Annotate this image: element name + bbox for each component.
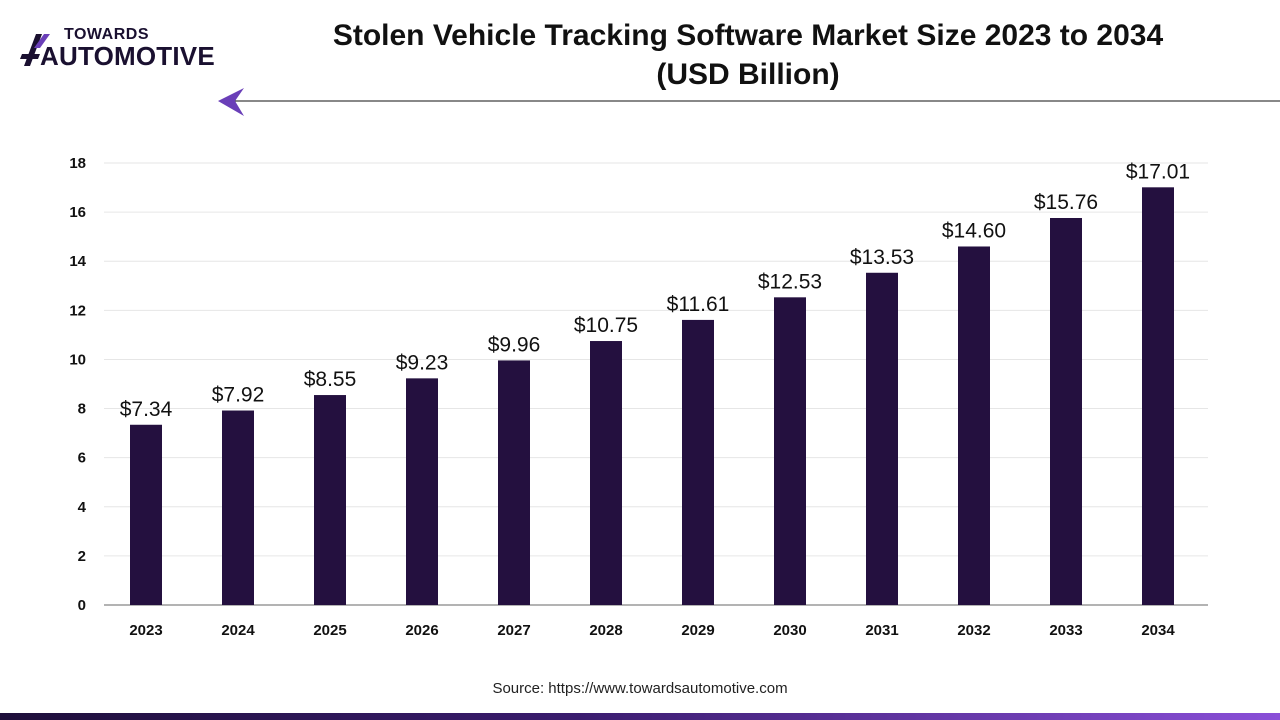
bar-2034	[1142, 187, 1174, 605]
value-label: $13.53	[850, 246, 914, 269]
x-tick-label: 2028	[589, 622, 622, 639]
value-label: $9.96	[488, 333, 541, 356]
x-axis-ticks: 2023 2024 2025 2026 2027 2028 2029 2030 2031 2032…	[129, 622, 1175, 639]
y-tick-label: 16	[69, 204, 86, 221]
bar-2031	[866, 272, 898, 605]
gridlines	[104, 162, 1208, 606]
brand-name-bottom: AUTOMOTIVE	[40, 41, 215, 71]
x-tick-label: 2024	[221, 622, 255, 639]
y-tick-label: 0	[78, 597, 86, 614]
value-label: $8.55	[304, 368, 357, 391]
y-tick-label: 10	[69, 351, 86, 368]
value-label: $10.75	[574, 314, 638, 337]
bar-2024	[222, 410, 254, 605]
bar-chart: 0 2 4 6 8 10 12 14 16 18 2023 2024 2025 2026 2027 2028…	[69, 155, 1208, 639]
bar-2033	[1050, 218, 1082, 605]
bar-2028	[590, 341, 622, 605]
value-label: $7.34	[120, 398, 173, 421]
bar-2032	[958, 246, 990, 605]
value-label: $15.76	[1034, 191, 1098, 214]
value-labels: $7.34 $7.92 $8.55 $9.23 $9.96 $10.75 $11.61 $12…	[120, 160, 1190, 420]
value-label: $11.61	[667, 293, 730, 316]
bar-2026	[406, 378, 438, 605]
value-label: $12.53	[758, 270, 822, 293]
bar-2025	[314, 395, 346, 605]
x-tick-label: 2033	[1049, 622, 1082, 639]
y-tick-label: 12	[69, 302, 86, 319]
y-tick-label: 6	[78, 450, 86, 467]
chart-title: Stolen Vehicle Tracking Software Market …	[290, 16, 1206, 94]
x-tick-label: 2029	[681, 622, 714, 639]
y-tick-label: 18	[69, 155, 86, 172]
y-tick-label: 8	[78, 401, 86, 418]
x-tick-label: 2030	[773, 622, 806, 639]
y-tick-label: 14	[69, 253, 86, 270]
source-note: Source: https://www.towardsautomotive.co…	[492, 680, 788, 697]
x-tick-label: 2026	[405, 622, 438, 639]
y-tick-label: 4	[78, 499, 87, 516]
brand-logo: TOWARDS AUTOMOTIVE	[20, 26, 230, 72]
y-axis-ticks: 0 2 4 6 8 10 12 14 16 18	[69, 155, 86, 614]
chart-title-line-1: Stolen Vehicle Tracking Software Market …	[332, 19, 1164, 52]
x-tick-label: 2027	[497, 622, 530, 639]
arrow-left-icon	[218, 88, 244, 116]
value-label: $7.92	[212, 384, 265, 407]
value-label: $17.01	[1126, 160, 1190, 183]
value-label: $9.23	[396, 351, 449, 374]
logo-mark-icon	[20, 34, 50, 66]
x-tick-label: 2031	[865, 622, 898, 639]
x-tick-label: 2025	[313, 622, 346, 639]
bar-2023	[130, 424, 162, 605]
bar-2029	[682, 319, 714, 605]
y-tick-label: 2	[78, 548, 86, 565]
x-tick-label: 2032	[957, 622, 990, 639]
x-tick-label: 2034	[1141, 622, 1175, 639]
footer-accent-bar	[0, 713, 1280, 720]
chart-title-line-2: (USD Billion)	[656, 58, 840, 91]
bar-2027	[498, 360, 530, 605]
bars	[130, 187, 1174, 605]
value-label: $14.60	[942, 219, 1006, 242]
brand-name-top: TOWARDS	[64, 26, 149, 43]
x-tick-label: 2023	[129, 622, 162, 639]
header-divider	[218, 88, 1280, 116]
bar-2030	[774, 297, 806, 605]
